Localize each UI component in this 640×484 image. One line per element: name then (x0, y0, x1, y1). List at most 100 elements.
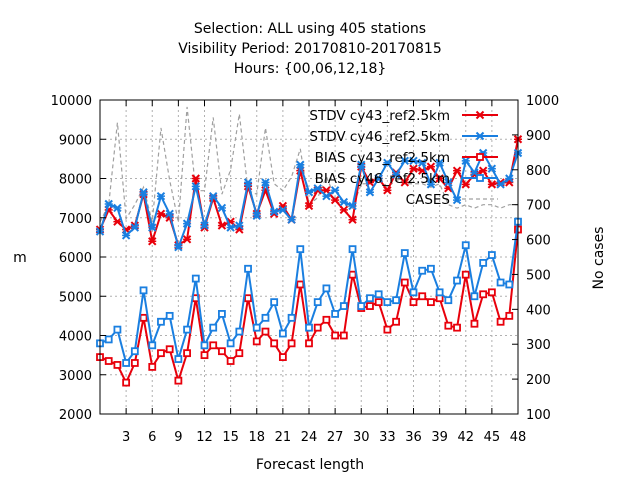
data-point (182, 219, 192, 228)
y2-tick-label: 600 (526, 234, 551, 249)
y-axis-label: m (13, 250, 27, 266)
data-point (261, 327, 270, 336)
data-point (148, 362, 157, 371)
data-point (435, 288, 444, 297)
x-tick-label: 18 (248, 430, 265, 445)
data-point (313, 184, 322, 193)
data-point (313, 323, 322, 332)
data-point (130, 223, 140, 232)
data-point (452, 166, 462, 175)
data-point (174, 355, 183, 363)
data-point (148, 237, 157, 246)
data-point (366, 294, 374, 303)
data-point (427, 264, 435, 273)
data-point (435, 174, 444, 183)
data-point (209, 323, 218, 332)
data-point (305, 339, 313, 348)
data-point (400, 249, 409, 257)
data-point (226, 357, 235, 365)
legend-marker (476, 174, 484, 182)
y-tick-label: 6000 (59, 251, 92, 266)
y2-tick-label: 700 (526, 199, 551, 214)
x-tick-label: 27 (327, 430, 344, 445)
data-point (331, 310, 340, 318)
data-point (104, 335, 113, 344)
y2-tick-label: 300 (526, 338, 551, 353)
data-point (157, 317, 165, 326)
data-point (200, 341, 209, 350)
data-point (305, 323, 313, 332)
data-point (348, 215, 357, 224)
data-point (235, 221, 244, 230)
data-point (113, 325, 122, 334)
x-tick-label: 3 (122, 430, 130, 445)
data-point (191, 182, 200, 191)
x-tick-label: 6 (148, 430, 156, 445)
data-point (270, 298, 279, 307)
y2-tick-label: 100 (526, 408, 551, 423)
data-point (209, 191, 218, 201)
legend-entry: STDV cy43_ref2.5km (309, 108, 498, 124)
data-point (226, 223, 235, 232)
data-point (374, 298, 383, 307)
data-point (156, 191, 166, 201)
data-point (287, 313, 296, 322)
data-point (182, 235, 192, 244)
data-point (400, 156, 409, 166)
legend-entry: BIAS cy46_ref2.5km (315, 171, 498, 187)
data-point (104, 199, 113, 209)
data-point (287, 215, 296, 224)
data-point (322, 315, 331, 324)
data-point (191, 274, 200, 283)
y2-tick-label: 400 (526, 303, 551, 318)
data-point (139, 188, 148, 197)
series-bias-cy46-ref2-5km (96, 217, 522, 367)
chart-title-line-2: Visibility Period: 20170810-20170815 (178, 41, 442, 57)
data-point (505, 174, 514, 183)
data-point (487, 288, 496, 297)
data-point (183, 325, 191, 334)
legend-entry: STDV cy46_ref2.5km (309, 129, 498, 145)
data-point (487, 164, 497, 173)
data-point (113, 203, 122, 213)
data-point (252, 337, 261, 346)
y2-axis-label: No cases (591, 227, 607, 290)
data-point (261, 178, 270, 187)
data-point (244, 294, 252, 303)
data-point (339, 205, 349, 215)
data-point (479, 258, 488, 267)
data-point (470, 292, 479, 301)
series-bias-cy43-ref2-5km (96, 225, 522, 387)
data-point (278, 353, 287, 361)
data-point (461, 156, 470, 166)
legend-entry: BIAS cy43_ref2.5km (315, 150, 498, 166)
data-point (383, 158, 392, 168)
data-point (339, 331, 348, 340)
data-point (453, 276, 461, 285)
data-point (461, 270, 470, 279)
legend-label: STDV cy46_ref2.5km (309, 129, 450, 145)
data-point (357, 160, 366, 169)
legend-marker (475, 131, 485, 141)
data-point (348, 201, 357, 211)
legend-marker (475, 110, 485, 120)
data-point (217, 203, 227, 213)
data-point (339, 302, 348, 310)
data-point (409, 288, 418, 297)
data-point (478, 166, 488, 175)
data-point (496, 317, 505, 326)
data-point (296, 245, 305, 254)
data-point (383, 325, 392, 334)
x-tick-label: 39 (431, 430, 448, 445)
data-point (191, 174, 200, 183)
y-tick-label: 3000 (59, 369, 92, 384)
data-point (505, 280, 514, 289)
data-point (174, 242, 183, 252)
data-point (322, 191, 331, 201)
data-point (209, 341, 218, 350)
data-point (461, 241, 470, 250)
data-point (148, 341, 157, 350)
data-point (139, 313, 148, 322)
data-point (313, 298, 322, 307)
